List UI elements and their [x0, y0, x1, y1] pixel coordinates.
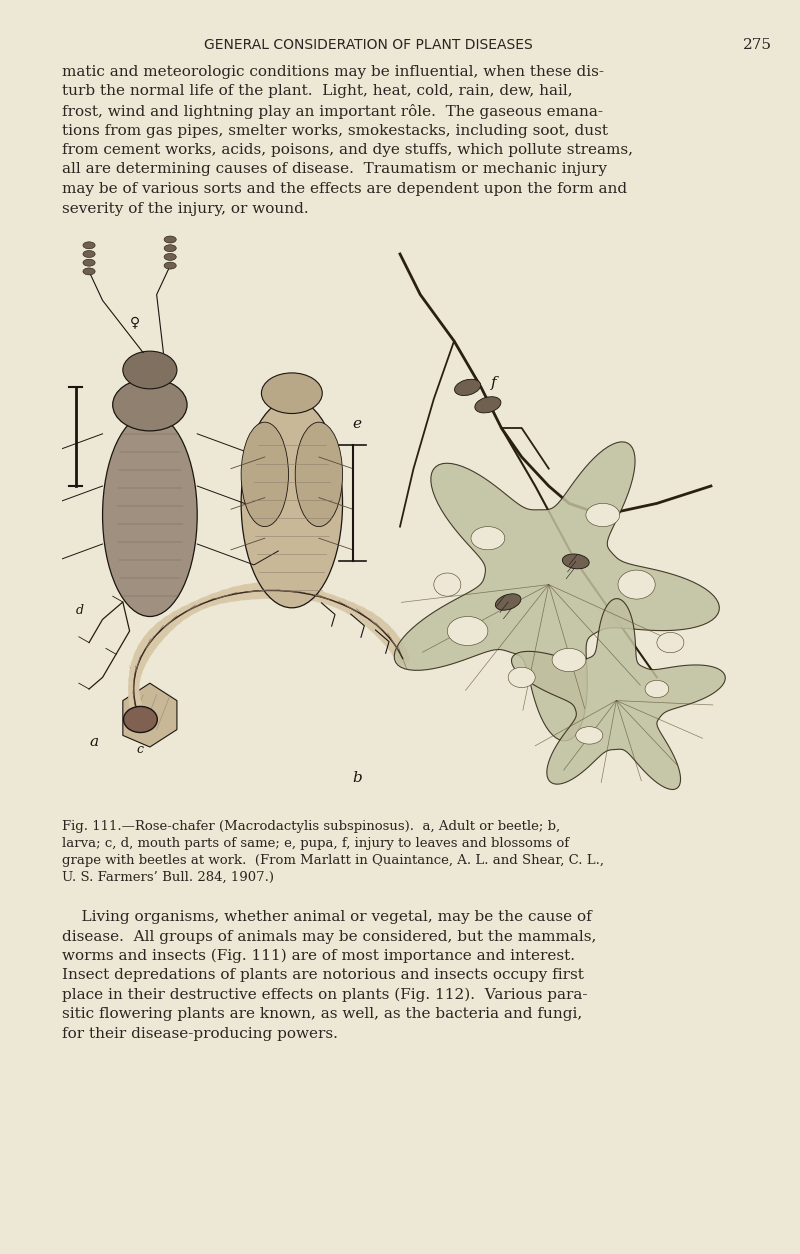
Text: grape with beetles at work.  (From Marlatt in Quaintance, A. L. and Shear, C. L.: grape with beetles at work. (From Marlat…: [62, 854, 604, 867]
Text: sitic flowering plants are known, as well, as the bacteria and fungi,: sitic flowering plants are known, as wel…: [62, 1007, 582, 1022]
Text: Insect depredations of plants are notorious and insects occupy first: Insect depredations of plants are notori…: [62, 968, 584, 982]
Text: d: d: [75, 603, 83, 617]
Text: severity of the injury, or wound.: severity of the injury, or wound.: [62, 202, 309, 216]
Text: turb the normal life of the plant.  Light, heat, cold, rain, dew, hail,: turb the normal life of the plant. Light…: [62, 84, 573, 99]
Text: matic and meteorologic conditions may be influential, when these dis-: matic and meteorologic conditions may be…: [62, 65, 604, 79]
Ellipse shape: [83, 260, 95, 266]
Text: frost, wind and lightning play an important rôle.  The gaseous emana-: frost, wind and lightning play an import…: [62, 104, 603, 119]
Ellipse shape: [295, 423, 342, 527]
Ellipse shape: [645, 681, 669, 697]
Text: GENERAL CONSIDERATION OF PLANT DISEASES: GENERAL CONSIDERATION OF PLANT DISEASES: [204, 38, 532, 51]
Text: c: c: [136, 742, 143, 756]
Text: U. S. Farmers’ Bull. 284, 1907.): U. S. Farmers’ Bull. 284, 1907.): [62, 872, 274, 884]
Ellipse shape: [83, 251, 95, 257]
Text: Fig. 111.—Rose-chafer (Macrodactylis subspinosus).  a, Adult or beetle; b,: Fig. 111.—Rose-chafer (Macrodactylis sub…: [62, 820, 560, 833]
Polygon shape: [511, 598, 726, 790]
Ellipse shape: [241, 399, 342, 608]
Ellipse shape: [454, 379, 481, 395]
Ellipse shape: [552, 648, 586, 672]
Ellipse shape: [102, 414, 198, 617]
Ellipse shape: [123, 706, 158, 732]
Text: Living organisms, whether animal or vegetal, may be the cause of: Living organisms, whether animal or vege…: [62, 910, 592, 924]
Ellipse shape: [471, 527, 505, 549]
Text: for their disease-producing powers.: for their disease-producing powers.: [62, 1027, 338, 1041]
Ellipse shape: [164, 236, 176, 243]
Ellipse shape: [83, 242, 95, 248]
Ellipse shape: [508, 667, 535, 687]
Ellipse shape: [434, 573, 461, 596]
Text: 275: 275: [743, 38, 772, 51]
Polygon shape: [394, 441, 719, 741]
Text: from cement works, acids, poisons, and dye stuffs, which pollute streams,: from cement works, acids, poisons, and d…: [62, 143, 633, 157]
Ellipse shape: [164, 245, 176, 252]
Ellipse shape: [618, 571, 655, 599]
Text: tions from gas pipes, smelter works, smokestacks, including soot, dust: tions from gas pipes, smelter works, smo…: [62, 123, 608, 138]
Ellipse shape: [562, 554, 589, 569]
Ellipse shape: [657, 632, 684, 653]
Polygon shape: [123, 683, 177, 747]
Ellipse shape: [262, 372, 322, 414]
Ellipse shape: [495, 594, 521, 611]
Ellipse shape: [475, 396, 501, 413]
Ellipse shape: [586, 503, 620, 527]
Ellipse shape: [447, 617, 488, 646]
Text: all are determining causes of disease.  Traumatism or mechanic injury: all are determining causes of disease. T…: [62, 163, 607, 177]
Text: b: b: [353, 771, 362, 785]
Text: may be of various sorts and the effects are dependent upon the form and: may be of various sorts and the effects …: [62, 182, 627, 196]
Ellipse shape: [164, 262, 176, 270]
Text: ♀: ♀: [130, 316, 140, 330]
Ellipse shape: [241, 423, 289, 527]
Text: e: e: [353, 418, 362, 431]
Text: larva; c, d, mouth parts of same; e, pupa, f, injury to leaves and blossoms of: larva; c, d, mouth parts of same; e, pup…: [62, 836, 569, 850]
Text: place in their destructive effects on plants (Fig. 112).  Various para-: place in their destructive effects on pl…: [62, 988, 587, 1002]
Ellipse shape: [83, 268, 95, 275]
Ellipse shape: [123, 351, 177, 389]
Ellipse shape: [113, 379, 187, 431]
Ellipse shape: [164, 253, 176, 261]
Text: a: a: [89, 735, 98, 750]
Text: worms and insects (Fig. 111) are of most importance and interest.: worms and insects (Fig. 111) are of most…: [62, 949, 575, 963]
Ellipse shape: [576, 727, 603, 744]
Text: disease.  All groups of animals may be considered, but the mammals,: disease. All groups of animals may be co…: [62, 929, 596, 943]
Text: f: f: [491, 376, 497, 390]
